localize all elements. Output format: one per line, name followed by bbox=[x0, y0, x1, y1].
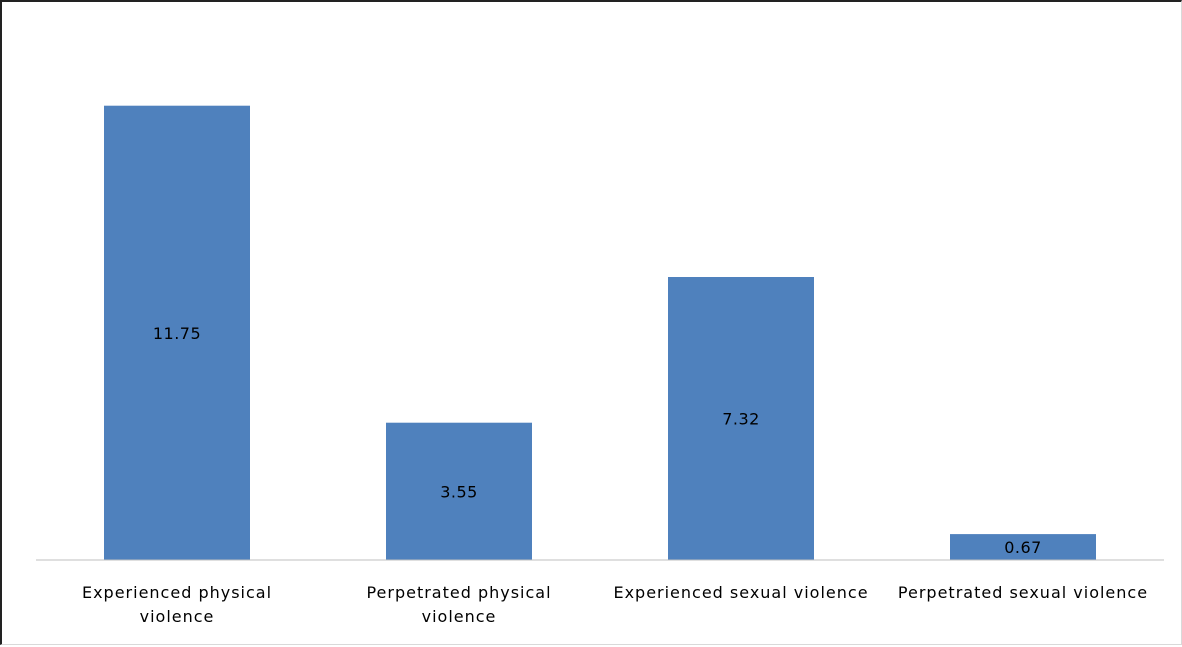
data-label-1: 11.75 bbox=[153, 324, 201, 343]
x-tick-label-1-line-1: Experienced physical bbox=[82, 583, 272, 602]
data-label-3: 7.32 bbox=[722, 410, 760, 429]
labels-layer: 11.75 3.55 7.32 0.67 bbox=[153, 324, 1042, 557]
bar-4 bbox=[950, 534, 1096, 560]
data-label-4: 0.67 bbox=[1004, 538, 1042, 557]
bar-2 bbox=[386, 422, 532, 560]
x-tick-label-1-line-2: violence bbox=[140, 607, 215, 626]
x-tick-label-3-line-1: Experienced sexual violence bbox=[613, 583, 868, 602]
x-tick-label-2-line-2: violence bbox=[422, 607, 497, 626]
x-tick-label-4-line-1: Perpetrated sexual violence bbox=[898, 583, 1148, 602]
bar-3 bbox=[668, 277, 814, 560]
data-label-2: 3.55 bbox=[440, 482, 478, 501]
bar-1 bbox=[104, 105, 250, 560]
x-tick-label-2-line-1: Perpetrated physical bbox=[366, 583, 551, 602]
x-tick-labels: Experienced physical violence Perpetrated … bbox=[82, 583, 1148, 626]
bars-layer bbox=[104, 105, 1096, 560]
